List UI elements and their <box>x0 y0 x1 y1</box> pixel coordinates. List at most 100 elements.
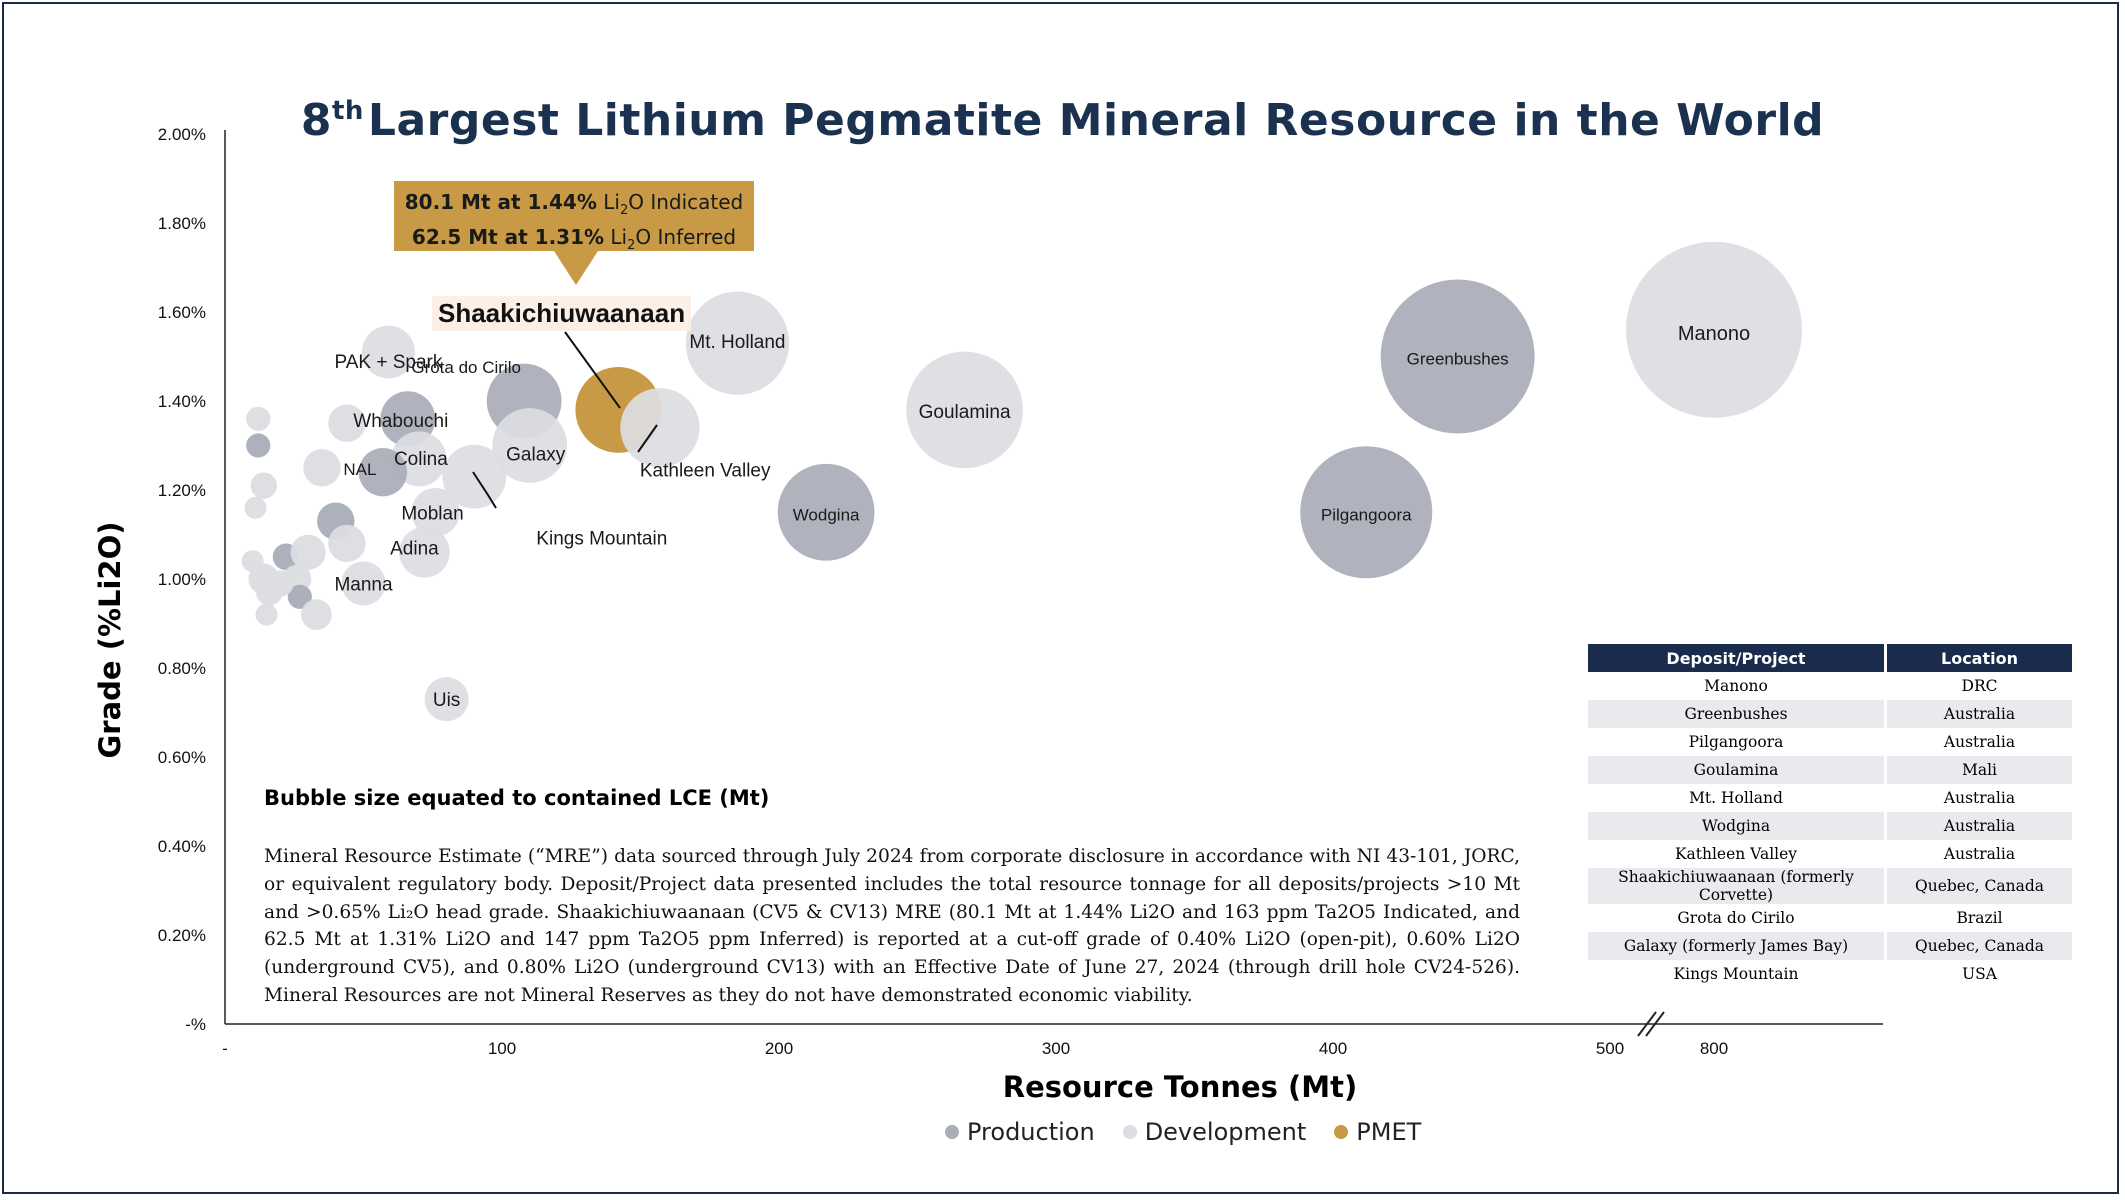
data-bubble <box>246 433 271 458</box>
data-bubble <box>1300 446 1433 579</box>
bubble-label: Galaxy <box>506 445 566 466</box>
data-bubble <box>906 351 1023 469</box>
table-row: Manono DRC <box>1588 672 2072 700</box>
leader-line-shaakichiuwaanaan <box>564 331 621 409</box>
leader-line-kings-mountain <box>472 471 497 509</box>
table-cell-deposit: Manono <box>1588 672 1887 700</box>
bubble-label: NAL <box>343 460 376 479</box>
bubble-label: Kathleen Valley <box>640 461 771 482</box>
table-row: Galaxy (formerly James Bay) Quebec, Canad… <box>1588 932 2072 960</box>
bubble-label: Moblan <box>401 503 463 524</box>
shaakichiuwaanaan-callout: 80.1 Mt at 1.44% Li2O Indicated 62.5 Mt … <box>394 181 754 253</box>
shaakichiuwaanaan-label: Shaakichiuwaanaan <box>432 296 692 331</box>
table-cell-location: DRC <box>1961 677 1998 695</box>
table-cell-deposit: Galaxy (formerly James Bay) <box>1588 932 1887 960</box>
data-bubble <box>492 408 568 483</box>
y-tick-label: 1.40% <box>158 392 206 411</box>
y-tick-label: 1.60% <box>158 303 206 322</box>
data-bubble <box>303 449 341 487</box>
data-bubble <box>442 444 507 509</box>
data-bubble <box>424 677 469 722</box>
legend-item-development: Development <box>1122 1118 1306 1146</box>
bubble-label: Grota do Cirilo <box>411 358 521 377</box>
table-cell-location: Brazil <box>1956 909 2003 927</box>
table-row: Pilgangoora Australia <box>1588 728 2072 756</box>
table-row: Mt. Holland Australia <box>1588 784 2072 812</box>
mre-disclaimer: Mineral Resource Estimate (“MRE”) data s… <box>264 846 1520 1006</box>
data-bubble <box>399 527 450 578</box>
x-tick-label: - <box>222 1039 228 1058</box>
table-cell-location: USA <box>1962 965 1997 983</box>
y-tick-label: 0.80% <box>158 659 206 678</box>
bubble-label: Kings Mountain <box>536 529 667 550</box>
data-bubble <box>290 534 326 570</box>
data-bubble <box>777 463 875 561</box>
data-bubble <box>1626 241 1802 418</box>
bubble-label: Adina <box>390 538 439 559</box>
y-tick-label: -% <box>185 1015 206 1034</box>
y-tick-label: 1.80% <box>158 214 206 233</box>
y-tick-label: 0.40% <box>158 837 206 856</box>
data-bubble <box>255 603 278 626</box>
chart-title: 8thLargest Lithium Pegmatite Mineral Res… <box>300 95 1825 146</box>
legend-item-pmet: PMET <box>1334 1118 1421 1146</box>
bubble-label: Greenbushes <box>1407 350 1509 369</box>
x-tick-label: 100 <box>488 1039 516 1058</box>
table-cell-location: Quebec, Canada <box>1885 932 2072 960</box>
table-row: Shaakichiuwaanaan (formerly Corvette) Que… <box>1588 868 2072 904</box>
bubble-label: PAK + Spark <box>334 352 442 373</box>
table-cell-deposit: Shaakichiuwaanaan (formerly Corvette) <box>1588 868 1887 904</box>
table-row: Kathleen Valley Australia <box>1588 840 2072 868</box>
x-tick-label: 400 <box>1319 1039 1347 1058</box>
legend-swatch <box>1334 1125 1349 1139</box>
table-header-deposit: Deposit/Project <box>1588 644 1887 672</box>
bubble-size-note: Bubble size equated to contained LCE (Mt… <box>264 786 770 810</box>
x-tick-label: 300 <box>1042 1039 1070 1058</box>
deposit-table: Deposit/Project Location Manono DRC Greenb… <box>1588 644 2072 988</box>
table-cell-deposit: Grota do Cirilo <box>1588 904 1887 932</box>
table-row: Grota do Cirilo Brazil <box>1588 904 2072 932</box>
bubble-label: Colina <box>394 449 448 470</box>
y-tick-label: 2.00% <box>158 125 206 144</box>
table-cell-deposit: Pilgangoora <box>1588 728 1887 756</box>
table-cell-deposit: Kings Mountain <box>1588 960 1887 988</box>
data-bubble <box>267 570 294 597</box>
table-row: Greenbushes Australia <box>1588 700 2072 728</box>
y-tick-label: 0.60% <box>158 748 206 767</box>
data-bubble <box>358 448 408 497</box>
data-bubble <box>341 561 386 606</box>
data-bubble <box>328 524 366 563</box>
table-cell-deposit: Goulamina <box>1588 756 1887 784</box>
table-cell-deposit: Greenbushes <box>1588 700 1887 728</box>
legend-swatch <box>1122 1125 1137 1139</box>
table-row: Kings Mountain USA <box>1588 960 2072 988</box>
data-bubble <box>620 388 700 468</box>
data-bubble <box>244 496 267 519</box>
table-cell-location: Quebec, Canada <box>1885 868 2072 904</box>
table-cell-deposit: Mt. Holland <box>1588 784 1887 812</box>
x-axis-label: Resource Tonnes (Mt) <box>1002 1070 1358 1104</box>
table-row: Wodgina Australia <box>1588 812 2072 840</box>
y-tick-label: 1.20% <box>158 481 206 500</box>
data-bubble <box>250 472 277 499</box>
bubble-label: Mt. Holland <box>689 332 785 353</box>
table-row: Goulamina Mali <box>1588 756 2072 784</box>
data-bubble <box>287 584 312 609</box>
y-tick-label: 1.00% <box>158 570 206 589</box>
table-cell-location: Australia <box>1943 845 2016 863</box>
x-tick-label: 800 <box>1700 1039 1728 1058</box>
table-cell-deposit: Kathleen Valley <box>1588 840 1887 868</box>
bubble-label: Manna <box>334 574 393 595</box>
bubble-label: Goulamina <box>919 402 1011 423</box>
bubble-label: Manono <box>1678 323 1750 345</box>
chart-legend: Production Development PMET <box>945 1118 1421 1146</box>
callout-arrow <box>554 251 598 285</box>
data-bubble <box>411 488 460 537</box>
table-header-location: Location <box>1885 644 2072 672</box>
table-cell-location: Australia <box>1885 700 2072 728</box>
table-cell-location: Mali <box>1885 756 2072 784</box>
y-tick-label: 0.20% <box>158 926 206 945</box>
axis-break-mark <box>1637 1011 1657 1037</box>
